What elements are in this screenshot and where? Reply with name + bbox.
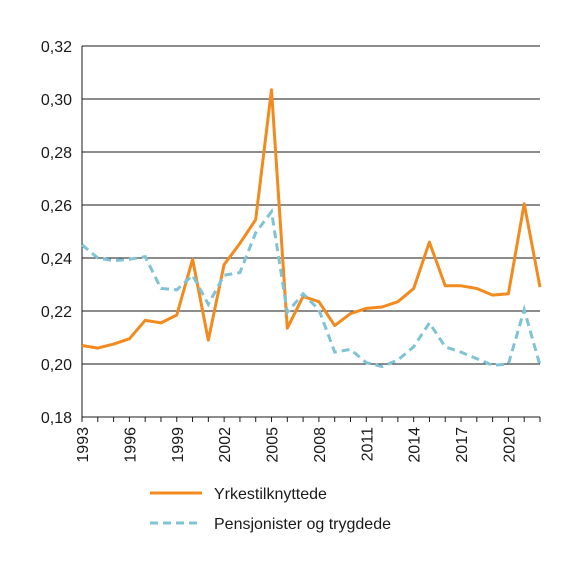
y-axis-labels: 0,18 0,20 0,22 0,24 0,26 0,28 0,30 0,32 [41, 39, 72, 427]
x-tick-label: 2002 [217, 427, 234, 463]
y-tick-label: 0,32 [41, 39, 72, 56]
series-lines [81, 88, 542, 369]
x-tick-label: 2017 [454, 427, 471, 463]
x-axis: 1993 1996 1999 2002 2005 2008 2011 2014 2017 2020 [75, 46, 541, 463]
y-tick-label: 0,18 [41, 410, 72, 427]
x-tick-label: 2020 [501, 427, 518, 463]
grid-lines [82, 45, 540, 418]
x-tick-label: 1999 [170, 427, 187, 463]
series-line-yrkestilknyttede [81, 88, 542, 350]
legend-label: Pensjonister og trygdede [214, 516, 391, 533]
legend-label: Yrkestilknyttede [214, 486, 327, 503]
y-tick-label: 0,24 [41, 251, 72, 268]
series-line-pensjonister [81, 207, 542, 369]
x-tick-label: 2008 [312, 427, 329, 463]
x-tick-label: 2011 [359, 427, 376, 462]
x-tick-label: 1996 [122, 427, 139, 463]
x-tick-label: 1993 [75, 427, 92, 463]
x-tick-label: 2014 [407, 427, 424, 463]
y-tick-label: 0,30 [41, 92, 72, 109]
y-tick-label: 0,28 [41, 145, 72, 162]
y-tick-label: 0,26 [41, 198, 72, 215]
y-tick-label: 0,22 [41, 304, 72, 321]
y-tick-label: 0,20 [41, 357, 72, 374]
x-tick-label: 2005 [265, 427, 282, 463]
legend: Yrkestilknyttede Pensjonister og trygdede [150, 486, 391, 533]
